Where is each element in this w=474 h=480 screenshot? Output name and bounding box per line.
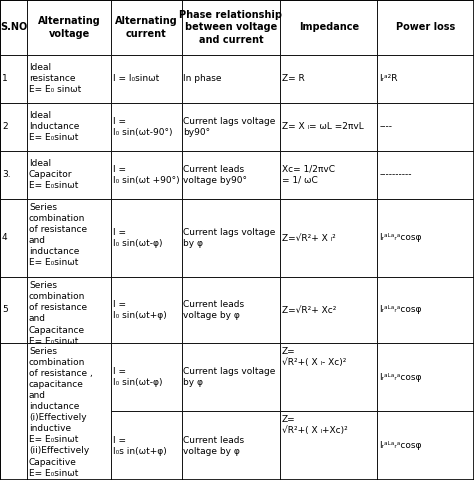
Text: I =
I₀ sin(ωt +90°): I = I₀ sin(ωt +90°)	[113, 165, 180, 185]
Text: S.NO: S.NO	[0, 23, 27, 32]
Bar	[182, 55, 280, 103]
Bar	[27, 0, 111, 55]
Text: Ideal
Capacitor
E= E₀sinωt: Ideal Capacitor E= E₀sinωt	[29, 159, 78, 190]
Text: I =
I₀ sin(ωt-φ): I = I₀ sin(ωt-φ)	[113, 367, 163, 387]
Text: In phase: In phase	[183, 74, 222, 83]
Bar	[280, 411, 377, 480]
Bar	[111, 411, 182, 480]
Bar	[111, 277, 182, 343]
Bar	[111, 151, 182, 199]
Bar	[182, 199, 280, 277]
Bar	[0, 277, 27, 343]
Text: Current lags voltage
by90°: Current lags voltage by90°	[183, 117, 276, 137]
Text: Z=
√R²+( X ₗ- Xc)²: Z= √R²+( X ₗ- Xc)²	[282, 347, 346, 367]
Text: Z=√R²+ Xc²: Z=√R²+ Xc²	[282, 305, 337, 314]
Bar	[111, 199, 182, 277]
Bar	[377, 55, 474, 103]
Text: Current leads
voltage by90°: Current leads voltage by90°	[183, 165, 247, 185]
Text: ----------: ----------	[379, 170, 412, 179]
Bar	[0, 55, 27, 103]
Bar	[377, 151, 474, 199]
Bar	[377, 103, 474, 151]
Bar	[377, 199, 474, 277]
Bar	[280, 103, 377, 151]
Bar	[27, 151, 111, 199]
Bar	[0, 0, 27, 55]
Bar	[280, 199, 377, 277]
Text: 2: 2	[2, 122, 8, 131]
Bar	[27, 343, 111, 480]
Text: Ideal
resistance
E= E₀ sinωt: Ideal resistance E= E₀ sinωt	[29, 63, 81, 94]
Bar	[280, 277, 377, 343]
Text: Z= X ₗ= ωL =2πvL: Z= X ₗ= ωL =2πvL	[282, 122, 364, 131]
Text: Current lags voltage
by φ: Current lags voltage by φ	[183, 228, 276, 248]
Text: Iᵣᵃ²R: Iᵣᵃ²R	[379, 74, 398, 83]
Bar	[280, 55, 377, 103]
Bar	[111, 0, 182, 55]
Text: Z= R: Z= R	[282, 74, 305, 83]
Bar	[27, 199, 111, 277]
Text: I =
I₀ sin(ωt+φ): I = I₀ sin(ωt+φ)	[113, 300, 167, 320]
Bar	[0, 151, 27, 199]
Bar	[182, 277, 280, 343]
Bar	[182, 103, 280, 151]
Bar	[377, 0, 474, 55]
Text: Iᵣᵃᴸᵃᵣᵃcosφ: Iᵣᵃᴸᵃᵣᵃcosφ	[379, 305, 422, 314]
Text: Power loss: Power loss	[396, 23, 455, 32]
Text: Iᵣᵃᴸᵃᵣᵃcosφ: Iᵣᵃᴸᵃᵣᵃcosφ	[379, 233, 422, 242]
Text: Z=
√R²+( X ₗ+Xc)²: Z= √R²+( X ₗ+Xc)²	[282, 415, 348, 435]
Bar	[182, 151, 280, 199]
Bar	[0, 103, 27, 151]
Bar	[280, 343, 377, 411]
Bar	[111, 55, 182, 103]
Text: Impedance: Impedance	[299, 23, 359, 32]
Text: Alternating
voltage: Alternating voltage	[38, 16, 100, 38]
Text: Z=√R²+ X ₗ²: Z=√R²+ X ₗ²	[282, 233, 336, 242]
Bar	[280, 151, 377, 199]
Text: I =
I₀ sin(ωt-90°): I = I₀ sin(ωt-90°)	[113, 117, 173, 137]
Text: 3.: 3.	[2, 170, 10, 179]
Text: ----: ----	[379, 122, 392, 131]
Bar	[27, 277, 111, 343]
Bar	[27, 103, 111, 151]
Bar	[377, 277, 474, 343]
Text: Current lags voltage
by φ: Current lags voltage by φ	[183, 367, 276, 387]
Text: 1: 1	[2, 74, 8, 83]
Text: Series
combination
of resistance
and
Capacitance
E= E₀sinωt: Series combination of resistance and Cap…	[29, 281, 87, 346]
Text: Alternating
current: Alternating current	[115, 16, 178, 38]
Text: I = I₀sinωt: I = I₀sinωt	[113, 74, 160, 83]
Bar	[111, 343, 182, 411]
Bar	[27, 55, 111, 103]
Text: Series
combination
of resistance
and
inductance
E= E₀sinωt: Series combination of resistance and ind…	[29, 203, 87, 267]
Text: Iᵣᵃᴸᵃᵣᵃcosφ: Iᵣᵃᴸᵃᵣᵃcosφ	[379, 441, 422, 450]
Bar	[111, 103, 182, 151]
Bar	[377, 343, 474, 411]
Bar	[182, 0, 280, 55]
Text: Ideal
Inductance
E= E₀sinωt: Ideal Inductance E= E₀sinωt	[29, 111, 79, 142]
Text: Current leads
voltage by φ: Current leads voltage by φ	[183, 436, 245, 456]
Bar	[182, 411, 280, 480]
Text: 4: 4	[2, 233, 8, 242]
Bar	[182, 343, 280, 411]
Text: 5: 5	[2, 305, 8, 314]
Text: Xc= 1/2πvC
= 1/ ωC: Xc= 1/2πvC = 1/ ωC	[282, 165, 335, 185]
Text: I =
I₀s in(ωt+φ): I = I₀s in(ωt+φ)	[113, 436, 167, 456]
Text: Iᵣᵃᴸᵃᵣᵃcosφ: Iᵣᵃᴸᵃᵣᵃcosφ	[379, 372, 422, 382]
Bar	[0, 343, 27, 480]
Bar	[0, 199, 27, 277]
Bar	[280, 0, 377, 55]
Bar	[377, 411, 474, 480]
Text: I =
I₀ sin(ωt-φ): I = I₀ sin(ωt-φ)	[113, 228, 163, 248]
Text: Current leads
voltage by φ: Current leads voltage by φ	[183, 300, 245, 320]
Text: Phase relationship
between voltage
and current: Phase relationship between voltage and c…	[179, 10, 283, 45]
Text: Series
combination
of resistance ,
capacitance
and
inductance
(i)Effectively
ind: Series combination of resistance , capac…	[29, 347, 92, 478]
